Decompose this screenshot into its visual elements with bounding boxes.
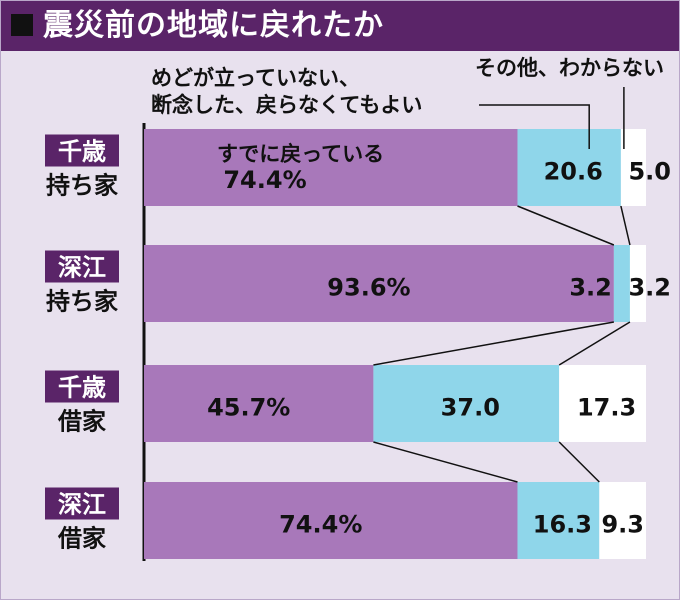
connector-line [620,205,631,246]
bar-segment-1 [144,365,374,442]
category-label-bottom: 借家 [57,408,106,436]
connector-line [558,441,600,483]
series-label-other: その他、わからない [475,56,664,80]
category-label-box [45,370,119,403]
bar-segment-3 [599,482,646,559]
bar-segment-1 [144,129,518,206]
value-label: 16.3 [533,511,592,539]
value-label: 20.6 [544,158,603,186]
bar-segment-3 [559,365,646,442]
category-label-box [45,134,119,167]
value-label: 3.2 [569,274,612,302]
connector-line [558,321,631,366]
title-band: 震災前の地域に戻れたか [1,1,679,51]
bar-segment-2 [517,129,621,206]
category-label-box [45,487,119,520]
bar-segment-2 [373,365,560,442]
leader-line [479,104,590,149]
bar-segment-3 [620,129,646,206]
bar-segment-1 [144,245,614,322]
connector-line [373,321,615,366]
value-label: 37.0 [441,394,500,422]
category-label-top: 深江 [58,254,106,282]
value-label: 74.4% [223,166,306,194]
category-label-box [45,250,119,283]
bar-segment-2 [613,245,630,322]
value-label: 93.6% [327,274,410,302]
chart-title: 震災前の地域に戻れたか [43,8,384,43]
value-label: 74.4% [279,511,362,539]
category-label-top: 千歳 [58,138,106,166]
series-label-not-returned-line2: 断念した、戻らなくてもよい [151,93,422,117]
value-label: 17.3 [577,394,636,422]
bar-segment-2 [517,482,600,559]
series-label-not-returned-line1: めどが立っていない、 [151,66,360,90]
bar-segment-3 [629,245,646,322]
category-label-bottom: 持ち家 [46,172,118,200]
value-label: 9.3 [601,511,644,539]
category-label-bottom: 借家 [57,525,106,553]
connector-line [517,205,615,246]
title-square-icon [11,14,33,36]
value-label: 5.0 [628,158,671,186]
category-label-top: 千歳 [58,374,106,402]
connector-line [373,441,518,483]
series-label-returned: すでに戻っている [217,142,384,166]
value-label: 3.2 [628,274,671,302]
bar-segment-1 [144,482,518,559]
category-label-bottom: 持ち家 [46,288,118,316]
value-label: 45.7% [207,394,290,422]
category-label-top: 深江 [58,491,106,519]
